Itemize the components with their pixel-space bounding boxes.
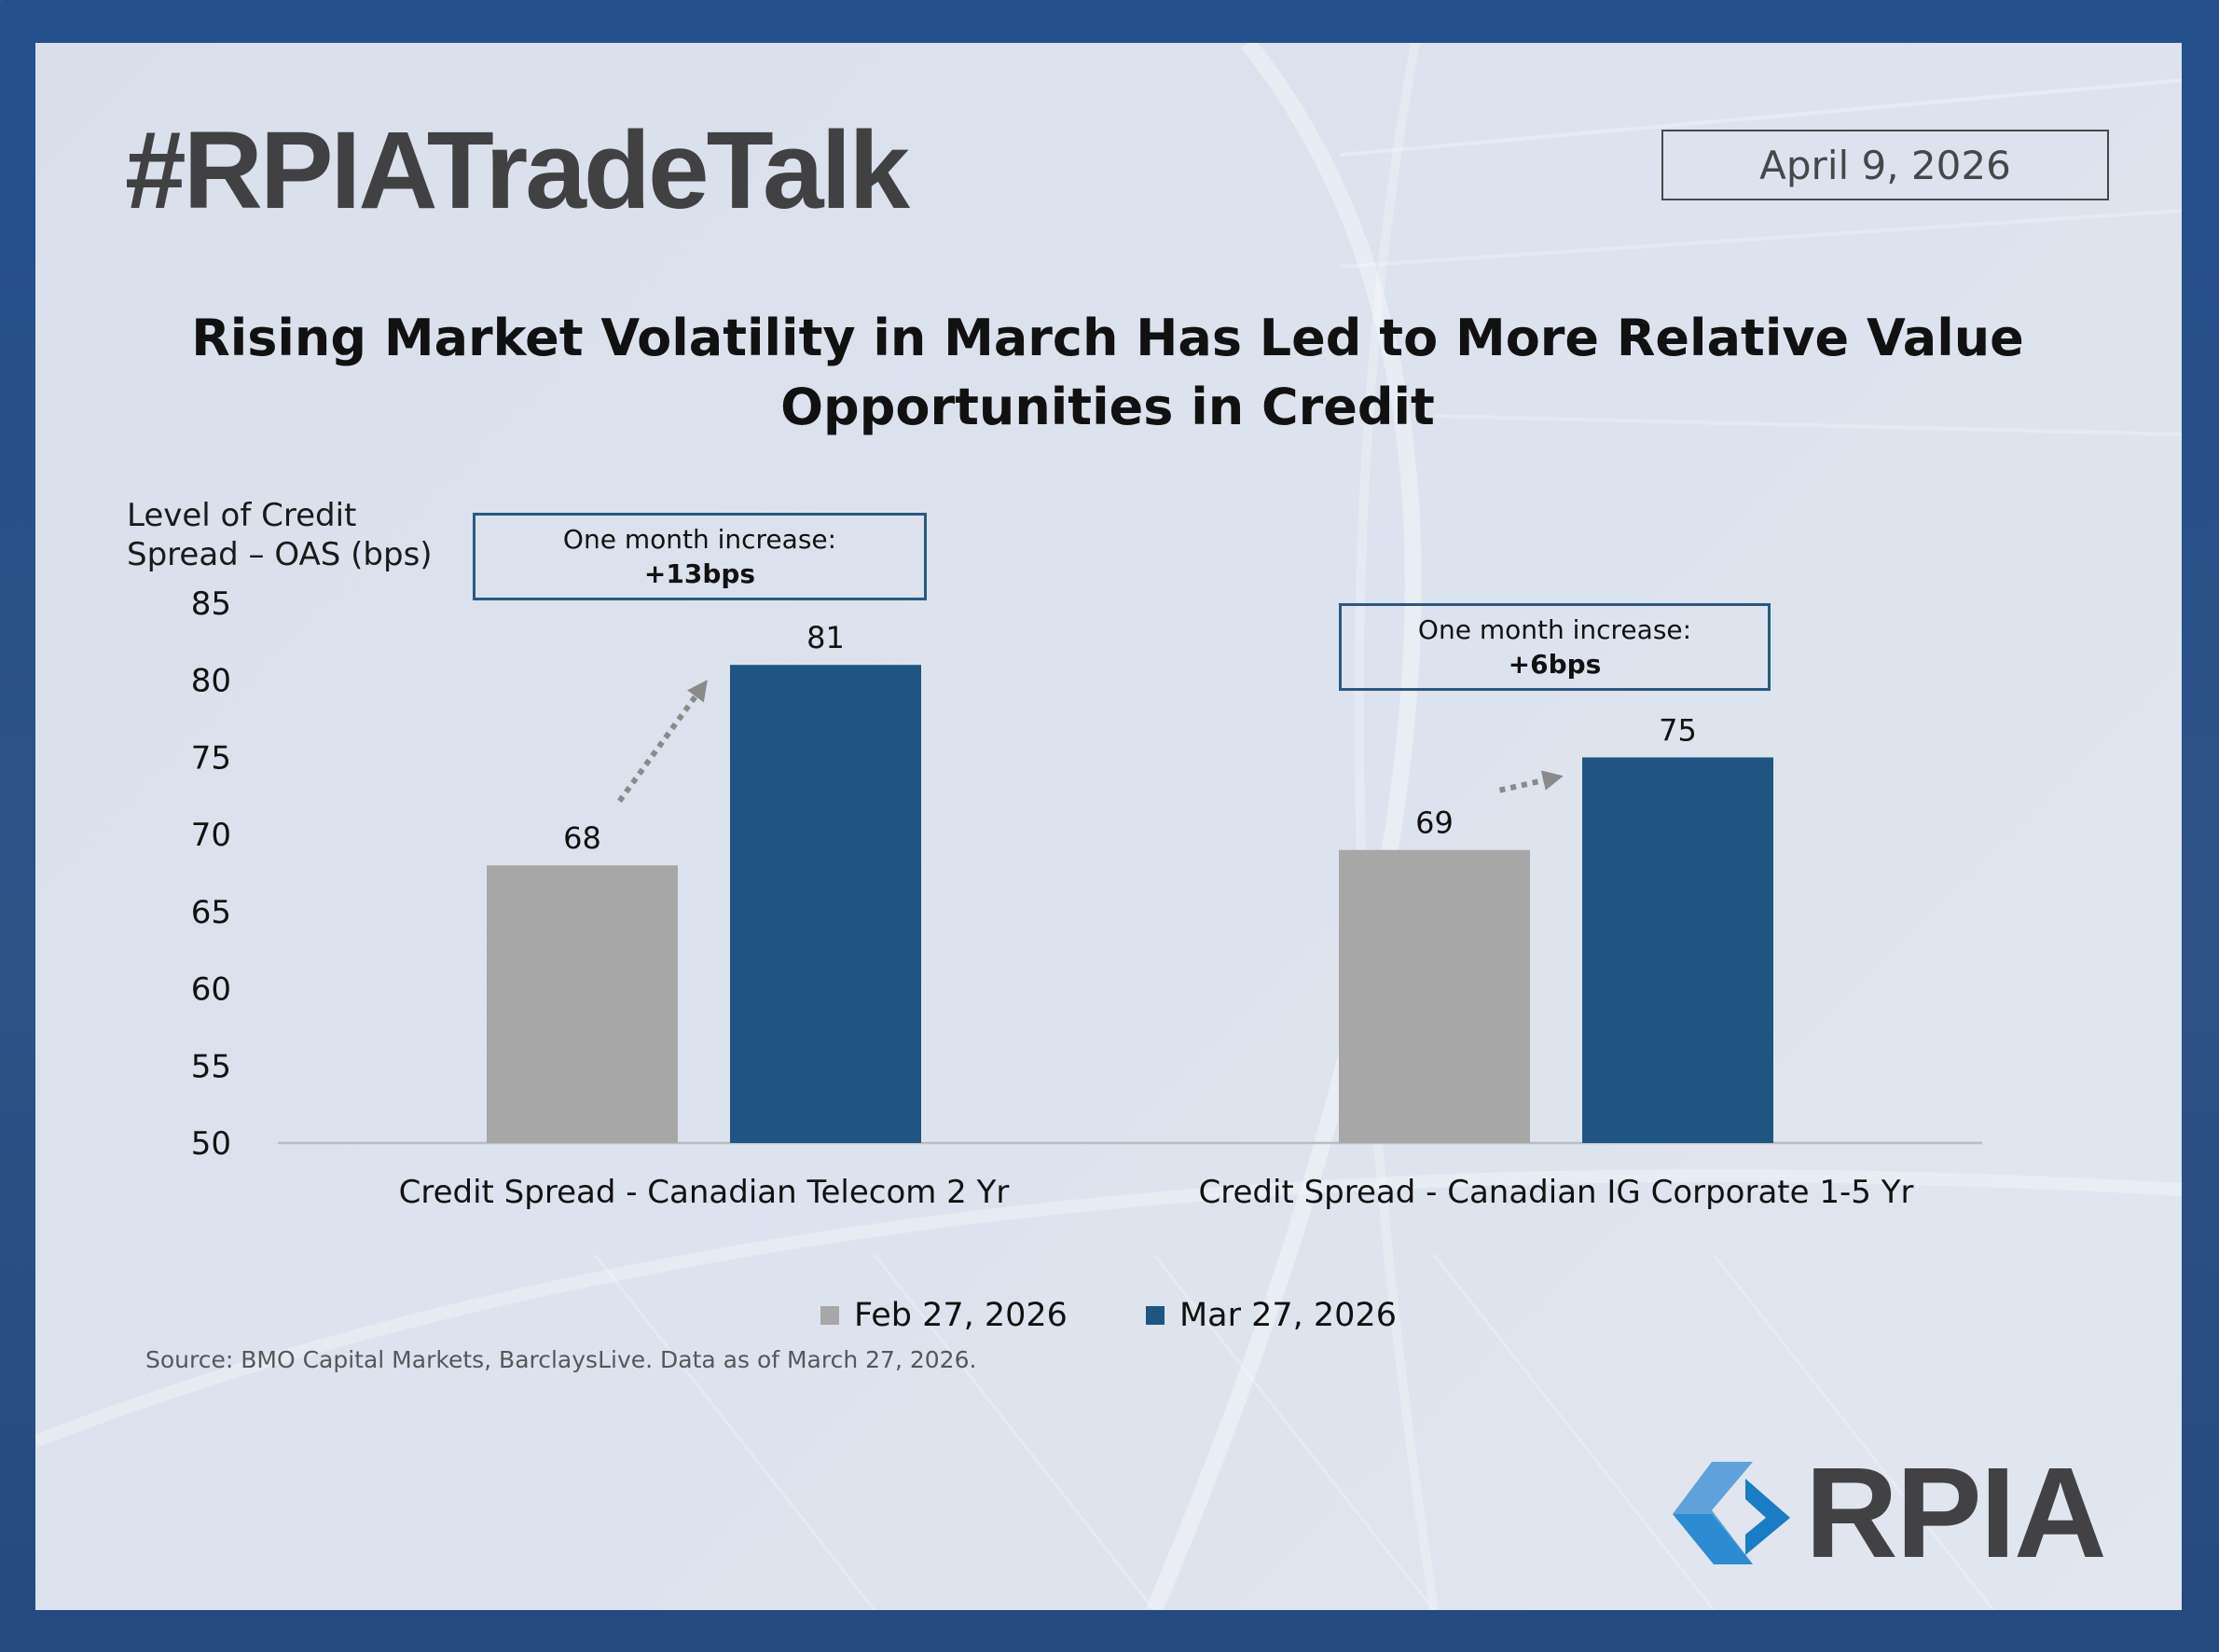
y-tick-label: 50 [191,1125,231,1163]
chart-title: Rising Market Volatility in March Has Le… [175,304,2040,442]
data-labels: 68 81 69 75 [563,620,1697,856]
annotation-box-telecom: One month increase: +13bps [473,513,927,600]
category-label: Credit Spread - Canadian Telecom 2 Yr [399,1174,1010,1211]
bar-mar-0 [730,665,921,1143]
date-text: April 9, 2026 [1759,142,2011,188]
y-tick-label: 65 [191,894,231,931]
y-tick-label: 55 [191,1048,231,1085]
legend-item-mar: Mar 27, 2026 [1145,1297,1397,1334]
chart-title-line-1: Rising Market Volatility in March Has Le… [191,309,2024,367]
legend-label-mar: Mar 27, 2026 [1178,1297,1397,1334]
annotation-title: One month increase: [562,524,837,555]
annotation-box-ig-corporate: One month increase: +6bps [1339,603,1771,691]
hashtag-title: #RPIATradeTalk [125,109,910,232]
y-tick-label: 60 [191,971,231,1009]
data-label: 68 [563,820,601,856]
arrow-head-icon [1540,770,1564,791]
bar-chart: 50 55 60 65 70 75 80 85 68 81 69 75 Credit Spread … [191,585,1982,1211]
annotation-title: One month increase: [1417,614,1692,645]
source-note: Source: BMO Capital Markets, BarclaysLiv… [145,1346,977,1373]
y-axis-label-line-1: Level of Credit [127,497,357,534]
bar-feb-0 [487,865,678,1143]
chart-title-line-2: Opportunities in Credit [780,378,1435,436]
y-axis-label-line-2: Spread – OAS (bps) [127,536,433,573]
legend-label-feb: Feb 27, 2026 [854,1297,1068,1334]
increase-arrows [617,680,1564,803]
y-tick-label: 75 [191,739,231,777]
y-axis-label: Level of Credit Spread – OAS (bps) [127,496,433,574]
rpia-logo: RPIA [1673,1441,2107,1585]
rpia-chevron-logo-icon [1673,1462,1790,1564]
increase-arrow-line [617,685,705,803]
y-tick-label: 85 [191,585,231,623]
date-box: April 9, 2026 [1661,130,2109,200]
y-tick-label: 80 [191,663,231,700]
chart-legend: Feb 27, 2026 Mar 27, 2026 [35,1297,2182,1334]
arrow-head-icon [687,680,708,703]
annotation-value: +13bps [643,558,756,589]
data-label: 69 [1415,805,1454,841]
legend-swatch-feb [820,1306,839,1325]
y-tick-label: 70 [191,817,231,854]
bar-mar-1 [1582,757,1773,1143]
y-axis-ticks: 50 55 60 65 70 75 80 85 [191,585,231,1163]
data-label: 81 [806,620,845,655]
legend-item-feb: Feb 27, 2026 [820,1297,1068,1334]
slide-panel: #RPIATradeTalk April 9, 2026 Rising Mark… [35,43,2182,1610]
legend-swatch-mar [1145,1306,1165,1325]
bar-feb-1 [1339,849,1530,1143]
data-label: 75 [1659,712,1697,748]
rpia-logo-text: RPIA [1805,1441,2107,1585]
category-label: Credit Spread - Canadian IG Corporate 1-… [1199,1174,1914,1211]
category-labels: Credit Spread - Canadian Telecom 2 Yr Cre… [399,1174,1914,1211]
annotation-value: +6bps [1508,649,1602,680]
bars [487,665,1773,1143]
